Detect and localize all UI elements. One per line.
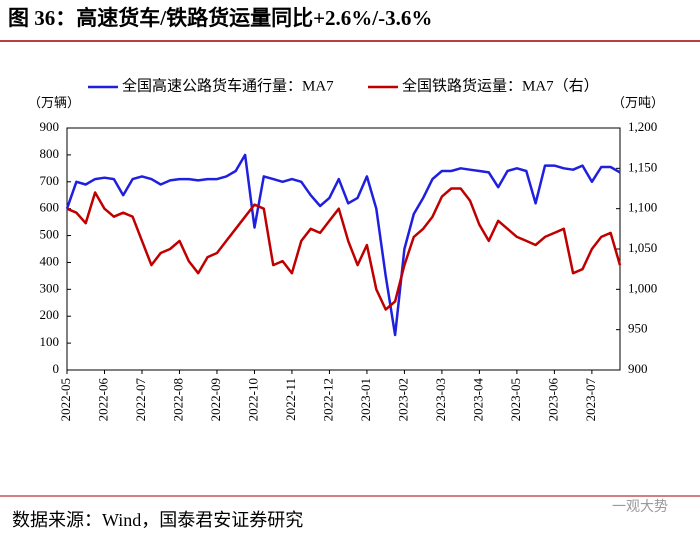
y2-tick-label: 1,150	[628, 159, 657, 174]
x-tick-label: 2022-09	[208, 378, 223, 421]
legend-label: 全国高速公路货车通行量：MA7	[122, 76, 334, 94]
y2-tick-label: 1,050	[628, 240, 657, 255]
x-tick-label: 2023-05	[508, 378, 523, 421]
x-tick-label: 2023-03	[433, 378, 448, 421]
x-tick-label: 2022-06	[95, 378, 110, 422]
y2-tick-label: 1,200	[628, 119, 657, 134]
y2-tick-label: 1,000	[628, 280, 657, 295]
x-tick-label: 2023-07	[583, 378, 598, 422]
y-tick-label: 900	[40, 119, 60, 134]
y-tick-label: 500	[40, 227, 60, 242]
series-line	[65, 153, 621, 337]
x-tick-label: 2022-11	[283, 378, 298, 421]
x-tick-label: 2023-04	[470, 378, 485, 422]
y-tick-label: 600	[40, 200, 60, 215]
y-tick-label: 700	[40, 173, 60, 188]
y-tick-label: 200	[40, 307, 60, 322]
y-tick-label: 300	[40, 280, 60, 295]
y2-tick-label: 950	[628, 321, 648, 336]
source: 数据来源：Wind，国泰君安证券研究	[12, 510, 303, 530]
y2-tick-label: 1,100	[628, 200, 657, 215]
y2-unit: （万吨）	[612, 95, 664, 110]
x-tick-label: 2023-02	[395, 378, 410, 421]
y-tick-label: 0	[53, 361, 60, 376]
x-tick-label: 2023-06	[545, 378, 560, 422]
x-tick-label: 2022-05	[58, 378, 73, 421]
y-unit: （万辆）	[28, 95, 80, 110]
x-tick-label: 2022-07	[133, 378, 148, 422]
series-line	[66, 187, 622, 311]
chart-title: 图 36：高速货车/铁路货运量同比+2.6%/-3.6%	[8, 6, 432, 30]
x-tick-label: 2022-10	[245, 378, 260, 421]
x-tick-label: 2022-12	[320, 378, 335, 421]
x-tick-label: 2023-01	[358, 378, 373, 421]
y2-tick-label: 900	[628, 361, 648, 376]
x-tick-label: 2022-08	[170, 378, 185, 421]
y-tick-label: 400	[40, 253, 60, 268]
legend-label: 全国铁路货运量：MA7（右）	[402, 76, 599, 94]
plot-frame	[66, 127, 621, 371]
y-tick-label: 100	[40, 334, 60, 349]
watermark: 一观大势	[612, 499, 668, 515]
y-tick-label: 800	[40, 146, 60, 161]
